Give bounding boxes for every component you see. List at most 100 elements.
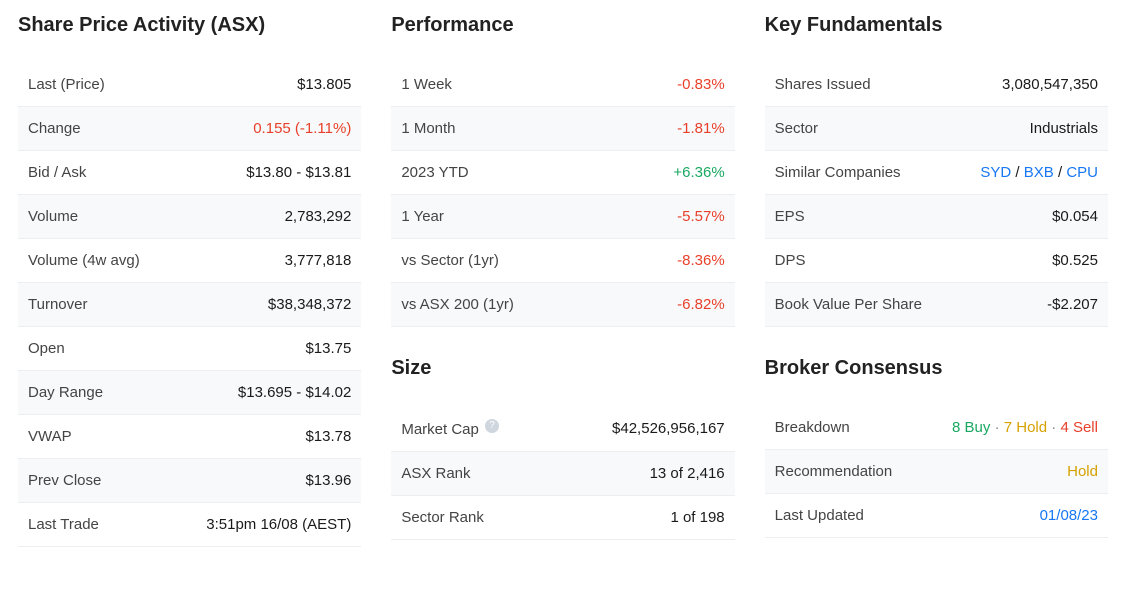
similar-company-link[interactable]: CPU [1066,164,1098,181]
broker-recommendation-row: Recommendation Hold [765,450,1108,494]
row-label: Last Trade [28,516,99,533]
row-label: ASX Rank [401,465,470,482]
row-label: Volume [28,208,78,225]
row-value: -5.57% [677,208,725,225]
table-row: EPS $0.054 [765,195,1108,239]
broker-rows: Breakdown 8 Buy · 7 Hold · 4 Sell Recomm… [765,406,1108,538]
size-section: Size Market Cap ? $42,526,956,167 ASX Rank… [391,353,734,540]
row-label: vs Sector (1yr) [401,252,499,269]
row-value: 1 of 198 [670,509,724,526]
row-label: Market Cap ? [401,419,499,438]
breakdown-value: 8 Buy · 7 Hold · 4 Sell [952,419,1098,436]
row-value: 3,777,818 [285,252,352,269]
table-row: Similar Companies SYD / BXB / CPU [765,151,1108,195]
row-label: DPS [775,252,806,269]
table-row: vs ASX 200 (1yr) -6.82% [391,283,734,327]
breakdown-sell: 4 Sell [1060,419,1098,436]
table-row: Sector Industrials [765,107,1108,151]
row-label: 1 Year [401,208,444,225]
row-value: $38,348,372 [268,296,351,313]
similar-company-link[interactable]: SYD [980,164,1011,181]
row-value: $13.80 - $13.81 [246,164,351,181]
table-row: 2023 YTD +6.36% [391,151,734,195]
breakdown-buy: 8 Buy [952,419,990,436]
table-row: ASX Rank 13 of 2,416 [391,452,734,496]
row-value: -0.83% [677,76,725,93]
row-label: Similar Companies [775,164,901,181]
recommendation-value: Hold [1067,463,1098,480]
share-price-heading: Share Price Activity (ASX) [18,10,361,37]
table-row: DPS$0.525 [765,239,1108,283]
row-label: 1 Week [401,76,452,93]
row-value: 0.155 (-1.11%) [253,120,351,137]
slash-separator: / [1054,164,1067,181]
row-value: 3:51pm 16/08 (AEST) [206,516,351,533]
row-value: 13 of 2,416 [650,465,725,482]
row-label: EPS [775,208,805,225]
row-label: Last (Price) [28,76,105,93]
row-label: vs ASX 200 (1yr) [401,296,514,313]
last-updated-label: Last Updated [775,507,864,524]
table-row: 1 Year -5.57% [391,195,734,239]
table-row: Open$13.75 [18,327,361,371]
row-label: 2023 YTD [401,164,468,181]
row-value: Industrials [1030,120,1098,137]
table-row: VWAP$13.78 [18,415,361,459]
similar-company-link[interactable]: BXB [1024,164,1054,181]
last-updated-link[interactable]: 01/08/23 [1040,507,1098,524]
table-row: 1 Month-1.81% [391,107,734,151]
table-row: Turnover $38,348,372 [18,283,361,327]
row-label: Sector [775,120,818,137]
dot-separator: · [995,419,1004,436]
broker-breakdown-row: Breakdown 8 Buy · 7 Hold · 4 Sell [765,406,1108,450]
row-value: 2,783,292 [285,208,352,225]
performance-heading: Performance [391,10,734,37]
table-row: Prev Close$13.96 [18,459,361,503]
row-label: 1 Month [401,120,455,137]
row-label: Day Range [28,384,103,401]
share-price-rows: Last (Price) $13.805 Change 0.155 (-1.11%) B… [18,63,361,547]
breakdown-label: Breakdown [775,419,850,436]
broker-section: Broker Consensus Breakdown 8 Buy · 7 Hol… [765,353,1108,538]
table-row: Last Trade 3:51pm 16/08 (AEST) [18,503,361,547]
row-label: Bid / Ask [28,164,86,181]
size-rows: Market Cap ? $42,526,956,167 ASX Rank 13 of… [391,406,734,540]
broker-heading: Broker Consensus [765,353,1108,380]
recommendation-label: Recommendation [775,463,893,480]
row-value: $13.695 - $14.02 [238,384,351,401]
row-value: $0.054 [1052,208,1098,225]
table-row: Shares Issued 3,080,547,350 [765,63,1108,107]
table-row: vs Sector (1yr) -8.36% [391,239,734,283]
table-row: Bid / Ask $13.80 - $13.81 [18,151,361,195]
table-row: Day Range $13.695 - $14.02 [18,371,361,415]
row-value: $42,526,956,167 [612,420,725,437]
row-label: Change [28,120,81,137]
table-row: Change 0.155 (-1.11%) [18,107,361,151]
row-value: SYD / BXB / CPU [980,164,1098,181]
row-value: $13.96 [305,472,351,489]
row-label: Turnover [28,296,87,313]
fundamentals-rows: Shares Issued 3,080,547,350 Sector Industri… [765,63,1108,327]
table-row: Volume (4w avg) 3,777,818 [18,239,361,283]
table-row: Sector Rank1 of 198 [391,496,734,540]
row-value: -6.82% [677,296,725,313]
row-value: $13.805 [297,76,351,93]
row-label: Open [28,340,65,357]
fundamentals-heading: Key Fundamentals [765,10,1108,37]
performance-rows: 1 Week -0.83% 1 Month-1.81% 2023 YTD +6.36% 1… [391,63,734,327]
row-value: -8.36% [677,252,725,269]
table-row: Book Value Per Share-$2.207 [765,283,1108,327]
row-value: 3,080,547,350 [1002,76,1098,93]
row-value: -$2.207 [1047,296,1098,313]
share-price-section: Share Price Activity (ASX) Last (Price) $… [18,10,361,547]
performance-section: Performance 1 Week-0.83%1 Month-1.81%202… [391,10,734,327]
size-heading: Size [391,353,734,380]
row-value: $13.78 [305,428,351,445]
fundamentals-section: Key Fundamentals Shares Issued 3,080,547,… [765,10,1108,327]
row-label: Volume (4w avg) [28,252,140,269]
broker-last-updated-row: Last Updated 01/08/23 [765,494,1108,538]
table-row: Volume 2,783,292 [18,195,361,239]
help-icon[interactable]: ? [485,419,499,433]
row-label: Shares Issued [775,76,871,93]
row-value: +6.36% [673,164,724,181]
